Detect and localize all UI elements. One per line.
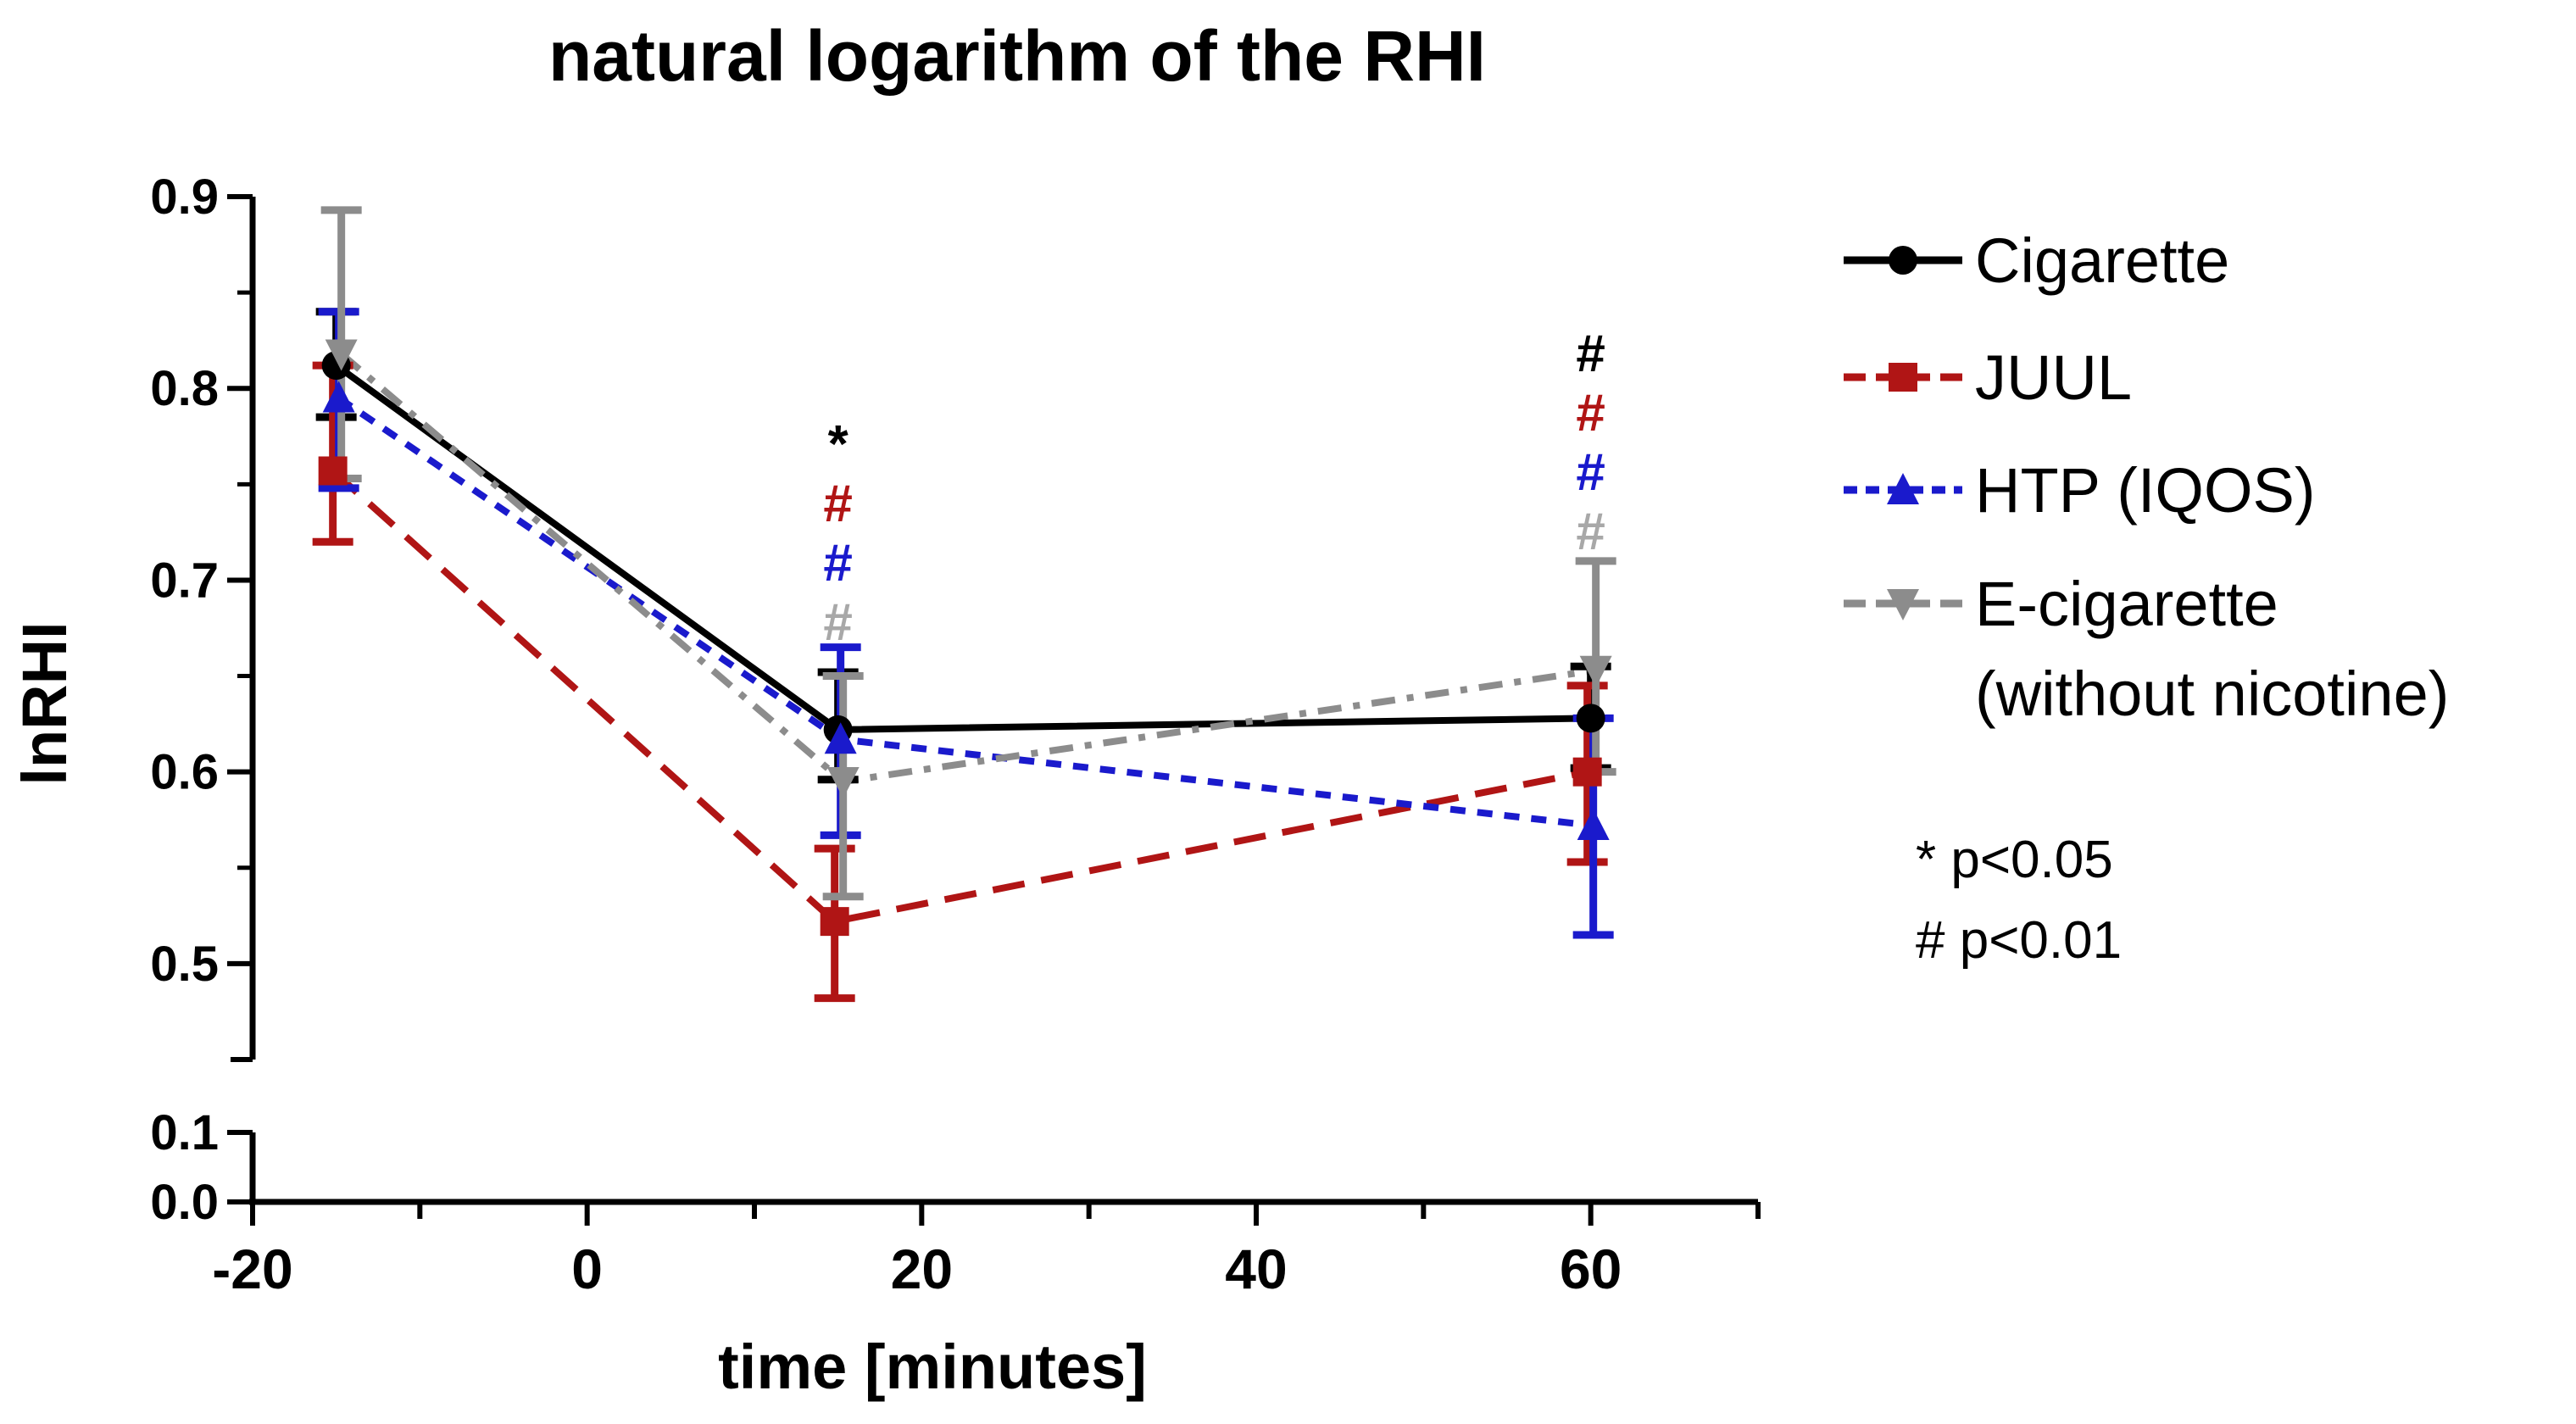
legend-label: E-cigarette xyxy=(1975,569,2278,639)
data-point-1-0 xyxy=(318,456,348,486)
axes: 0.9 0.8 0.7 0.6 0.5 0.1 0.0 -20 0 20 40 60 xyxy=(150,170,1761,1300)
x-tick-label: 0 xyxy=(571,1238,603,1300)
series-line-2 xyxy=(337,395,1594,829)
legend: Cigarette JUUL HTP (IQOS) E-cigarette (witho… xyxy=(1844,225,2449,729)
series-line-1 xyxy=(330,468,1588,926)
x-tick-label: -20 xyxy=(212,1238,292,1300)
data-point-2-2 xyxy=(1577,809,1610,841)
legend-marker-0 xyxy=(1889,246,1917,275)
legend-label: HTP (IQOS) xyxy=(1975,455,2316,526)
x-axis-label: time [minutes] xyxy=(718,1332,1147,1402)
note-p005: * p<0.05 xyxy=(1916,831,2113,889)
data-point-1-1 xyxy=(820,907,849,937)
note-p001: # p<0.01 xyxy=(1916,911,2122,970)
significance-mark: # xyxy=(1576,503,1605,561)
legend-label: Cigarette xyxy=(1975,225,2229,296)
significance-mark: # xyxy=(823,534,852,592)
data-point-3-1 xyxy=(826,766,860,798)
data-point-0-2 xyxy=(1576,704,1605,733)
y-tick-label: 0.7 xyxy=(150,553,219,608)
y-tick-label: 0.0 xyxy=(150,1175,219,1230)
data-point-3-0 xyxy=(325,339,358,371)
x-tick-label: 40 xyxy=(1225,1238,1287,1300)
error-bars xyxy=(312,206,1616,1003)
y-tick-label: 0.5 xyxy=(150,937,219,992)
significance-mark: # xyxy=(1576,384,1605,442)
y-tick-label: 0.8 xyxy=(150,361,219,416)
chart-title: natural logarithm of the RHI xyxy=(548,16,1486,96)
series-line-3 xyxy=(339,351,1597,786)
data-point-3-2 xyxy=(1579,655,1612,687)
y-tick-label: 0.9 xyxy=(150,170,219,225)
y-tick-label: 0.1 xyxy=(150,1105,219,1160)
significance-marks: *####### xyxy=(823,325,1605,652)
legend-label: JUUL xyxy=(1975,342,2132,413)
data-point-2-0 xyxy=(322,381,355,413)
series-lines xyxy=(330,351,1597,926)
legend-marker-1 xyxy=(1889,363,1917,392)
significance-mark: # xyxy=(1576,443,1605,502)
legend-marker-2 xyxy=(1887,473,1919,504)
y-axis-label: lnRHI xyxy=(9,621,80,785)
series-markers xyxy=(318,339,1612,937)
series-line-0 xyxy=(334,362,1591,733)
significance-mark: * xyxy=(828,415,849,474)
x-tick-label: 20 xyxy=(891,1238,953,1300)
legend-label-line2: (without nicotine) xyxy=(1975,659,2449,729)
y-tick-label: 0.6 xyxy=(150,745,219,800)
significance-mark: # xyxy=(823,475,852,533)
significance-mark: # xyxy=(823,593,852,652)
legend-marker-3 xyxy=(1887,589,1919,620)
data-point-1-2 xyxy=(1572,757,1602,787)
significance-mark: # xyxy=(1576,325,1605,383)
x-tick-label: 60 xyxy=(1560,1238,1622,1300)
data-point-2-1 xyxy=(824,722,857,754)
